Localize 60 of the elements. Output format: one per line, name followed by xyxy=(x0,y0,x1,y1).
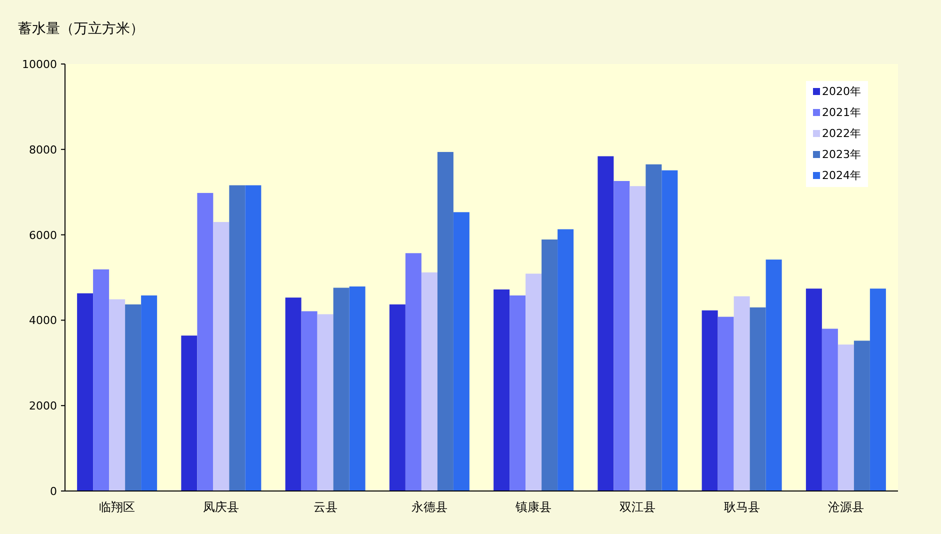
bar xyxy=(630,186,646,491)
y-axis-title: 蓄水量（万立方米） xyxy=(18,21,144,37)
bar xyxy=(542,239,558,491)
x-tick-label: 双江县 xyxy=(620,500,656,514)
legend-label: 2023年 xyxy=(822,148,861,161)
x-tick-label: 永德县 xyxy=(411,500,448,514)
legend-label: 2021年 xyxy=(822,106,861,119)
bar xyxy=(333,288,350,491)
legend-label: 2024年 xyxy=(822,169,861,182)
y-tick-label: 4000 xyxy=(29,314,57,328)
bar xyxy=(141,295,158,491)
bar xyxy=(125,304,142,491)
bar xyxy=(750,307,766,491)
bar xyxy=(301,311,318,491)
bar xyxy=(734,296,750,491)
bar xyxy=(870,288,886,491)
y-tick-label: 0 xyxy=(50,485,57,498)
bar xyxy=(718,316,734,491)
bar xyxy=(197,192,214,491)
bar xyxy=(822,328,838,491)
x-tick-label: 镇康县 xyxy=(514,500,552,514)
bar xyxy=(494,289,510,491)
bar xyxy=(405,253,422,491)
bar xyxy=(389,304,406,491)
legend-label: 2022年 xyxy=(822,127,861,140)
bar xyxy=(421,272,438,491)
bar xyxy=(349,286,366,491)
bar xyxy=(614,181,630,491)
bar xyxy=(285,298,302,491)
y-tick-label: 6000 xyxy=(29,228,57,242)
bar xyxy=(646,164,662,491)
x-tick-label: 耿马县 xyxy=(724,500,760,514)
bar xyxy=(181,336,198,491)
bar xyxy=(598,156,614,491)
bar xyxy=(838,344,854,491)
bar xyxy=(702,310,718,491)
legend-label: 2020年 xyxy=(822,85,861,98)
bar xyxy=(766,260,782,491)
bar xyxy=(854,340,870,491)
bar xyxy=(437,152,454,491)
bar xyxy=(510,295,526,491)
bar xyxy=(317,314,334,491)
bar xyxy=(453,212,470,491)
bar xyxy=(806,288,822,491)
y-tick-label: 8000 xyxy=(29,143,57,156)
y-tick-label: 10000 xyxy=(22,58,57,71)
bar xyxy=(245,185,262,491)
bar xyxy=(558,229,574,491)
bar xyxy=(77,293,94,491)
y-tick-label: 2000 xyxy=(29,400,57,413)
bar xyxy=(662,170,678,491)
bar xyxy=(109,299,126,491)
bar xyxy=(526,274,542,491)
x-tick-label: 沧源县 xyxy=(828,500,864,514)
bar xyxy=(93,269,110,491)
x-tick-label: 临翔区 xyxy=(99,500,136,514)
bar xyxy=(229,185,246,491)
x-tick-label: 凤庆县 xyxy=(203,500,240,514)
x-tick-label: 云县 xyxy=(313,500,338,514)
bar xyxy=(213,222,230,491)
